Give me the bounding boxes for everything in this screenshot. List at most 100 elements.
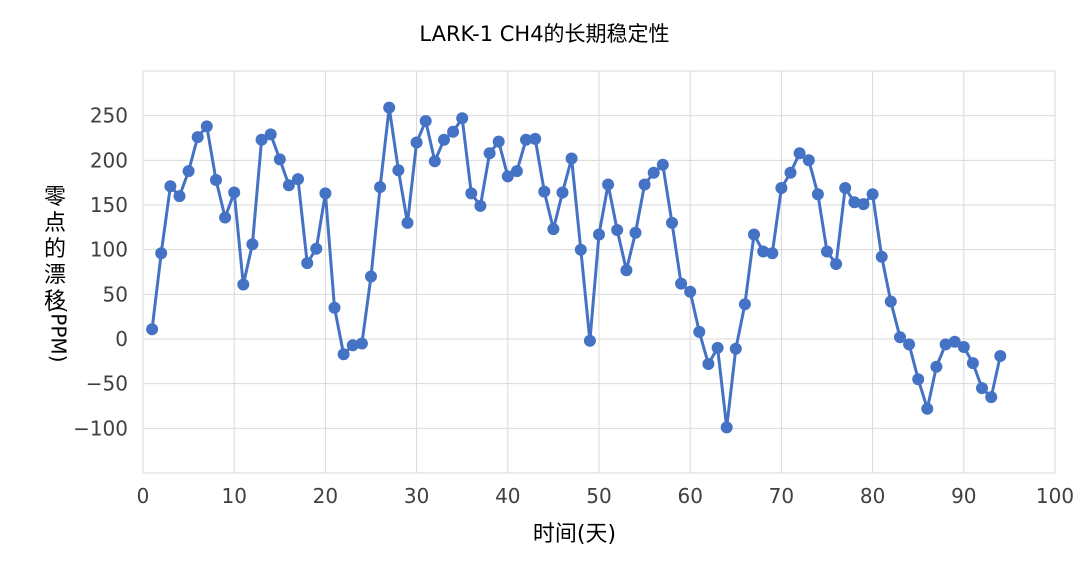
data-point [766, 247, 779, 260]
y-tick-label: 100 [90, 238, 128, 262]
data-point [611, 224, 624, 236]
x-tick-label: 40 [495, 484, 520, 508]
x-tick-label: 80 [860, 484, 885, 508]
data-point [830, 258, 843, 270]
x-tick-label: 20 [313, 484, 338, 508]
data-point [547, 223, 560, 236]
data-point [711, 341, 724, 354]
data-point [848, 196, 861, 209]
data-point [383, 101, 396, 114]
y-axis-label-char: 零 [43, 185, 66, 210]
y-tick-label: 150 [90, 193, 128, 217]
x-tick-label: 30 [404, 484, 429, 508]
data-point [319, 187, 332, 200]
x-tick-label: 60 [677, 484, 702, 508]
y-axis-label-char: 漂 [43, 263, 66, 288]
data-point [155, 247, 168, 260]
data-point [146, 323, 159, 336]
data-point [666, 216, 678, 229]
data-point [574, 243, 587, 256]
data-point [492, 135, 505, 148]
data-point [729, 342, 742, 355]
data-point [447, 125, 460, 138]
y-tick-label: −50 [86, 372, 128, 396]
x-tick-label: 100 [1036, 484, 1074, 508]
y-axis-label-char: 的 [43, 237, 66, 262]
data-point [894, 331, 906, 344]
data-point [602, 178, 615, 191]
data-point [219, 211, 232, 224]
x-tick-label: 70 [769, 484, 794, 508]
data-point [410, 136, 423, 149]
data-point [875, 250, 888, 263]
data-point [191, 131, 204, 144]
gridlines [143, 71, 1055, 473]
data-point [365, 270, 377, 283]
data-point [994, 350, 1007, 362]
y-axis-label-char: 点 [43, 211, 66, 236]
data-point [948, 335, 961, 348]
y-tick-label: 250 [90, 104, 128, 128]
data-point [565, 152, 578, 165]
data-point [620, 264, 633, 277]
data-point [903, 338, 916, 351]
data-point [884, 295, 897, 308]
data-point [966, 357, 979, 370]
data-point [273, 153, 286, 166]
data-point [264, 128, 277, 141]
data-point [866, 188, 879, 201]
y-tick-label: 50 [103, 282, 128, 306]
data-point [629, 226, 642, 239]
data-point [510, 165, 523, 178]
y-axis-label-char: 移 [43, 289, 66, 314]
data-point [310, 242, 323, 255]
y-axis-ticks: −100 −50 0 50 100 150 200 250 [73, 104, 128, 441]
data-point [501, 170, 514, 183]
data-point [957, 341, 970, 353]
y-tick-label: −100 [73, 416, 128, 440]
data-point [173, 190, 186, 203]
y-axis-label: 零点的漂移 (PPM) [30, 185, 80, 362]
x-axis-label: 时间(天) [532, 522, 617, 547]
data-point [583, 334, 596, 347]
data-point [593, 228, 605, 241]
data-point [811, 188, 824, 201]
data-point [246, 238, 259, 251]
data-point [328, 301, 341, 314]
x-tick-label: 90 [951, 484, 976, 508]
data-point [428, 155, 441, 168]
x-tick-label: 0 [137, 484, 150, 508]
data-point [675, 277, 688, 290]
data-point [821, 245, 833, 258]
data-point [438, 133, 450, 146]
data-point [538, 185, 551, 198]
x-tick-label: 10 [221, 484, 246, 508]
data-point [656, 158, 669, 171]
data-point [337, 348, 350, 361]
data-point [483, 147, 496, 160]
data-point [985, 391, 998, 404]
data-point [857, 198, 870, 211]
data-point [930, 360, 943, 373]
data-point [793, 147, 806, 160]
data-point [647, 166, 660, 179]
data-point [720, 421, 733, 434]
data-point [237, 278, 250, 291]
data-point [702, 358, 715, 370]
data-point [456, 112, 469, 125]
data-point [346, 339, 359, 352]
data-point [292, 173, 304, 186]
data-point [182, 165, 195, 178]
data-point [282, 179, 295, 192]
data-point [474, 199, 487, 212]
data-point [228, 186, 241, 199]
data-point [757, 245, 770, 258]
data-point [921, 402, 934, 415]
data-point [684, 285, 697, 298]
data-point [401, 216, 414, 229]
x-axis-ticks: 0 10 20 30 40 50 60 70 80 90 100 [137, 484, 1074, 508]
data-point [210, 174, 222, 186]
data-point [738, 298, 751, 311]
series-markers [146, 101, 1007, 434]
